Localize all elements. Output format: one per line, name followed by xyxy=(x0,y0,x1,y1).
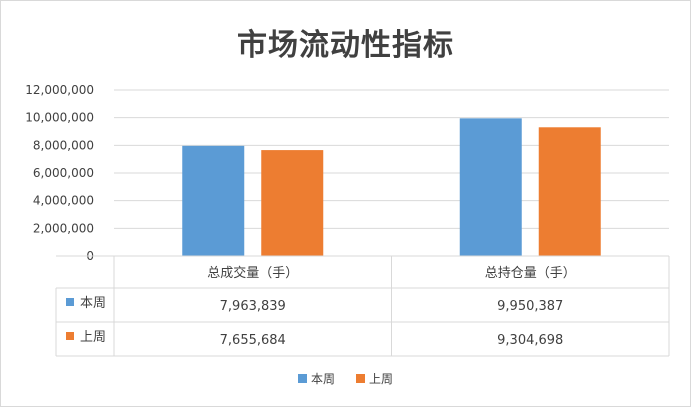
data-label: 7,963,839 xyxy=(220,299,286,314)
y-tick-label: 4,000,000 xyxy=(33,194,94,208)
series-row-label: 本周 xyxy=(80,296,106,311)
legend-swatch xyxy=(298,374,307,383)
series-key-swatch xyxy=(66,332,74,340)
series-key-swatch xyxy=(66,298,74,306)
category-label: 总持仓量（手） xyxy=(485,266,576,281)
y-tick-label: 2,000,000 xyxy=(33,221,94,235)
data-label: 9,950,387 xyxy=(497,299,563,314)
data-label: 7,655,684 xyxy=(220,333,286,348)
data-label: 9,304,698 xyxy=(497,333,563,348)
chart-title: 市场流动性指标 xyxy=(237,28,454,63)
y-tick-label: 12,000,000 xyxy=(25,83,94,97)
y-tick-label: 8,000,000 xyxy=(33,138,94,152)
y-tick-label: 6,000,000 xyxy=(33,166,94,180)
category-label: 总成交量（手） xyxy=(207,265,298,281)
bar-last-week-1 xyxy=(261,150,324,256)
bar-last-week-2 xyxy=(538,127,601,257)
series-row-label: 上周 xyxy=(80,330,106,345)
legend-label: 上周 xyxy=(369,372,393,386)
bar-this-week-2 xyxy=(459,118,522,256)
bar-this-week-1 xyxy=(182,145,245,256)
legend-swatch xyxy=(356,374,365,383)
legend-label: 本周 xyxy=(311,372,335,386)
y-tick-label: 10,000,000 xyxy=(25,111,94,125)
